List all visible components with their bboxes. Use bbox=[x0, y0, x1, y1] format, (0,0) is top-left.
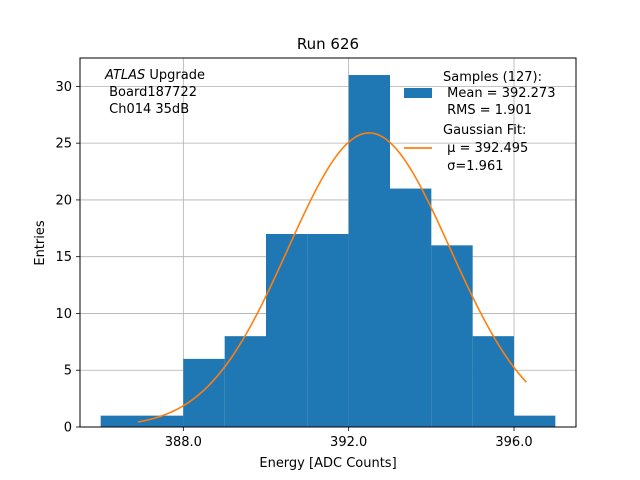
annotation-line-1: ATLAS Upgrade bbox=[104, 68, 205, 83]
histogram-bar-0 bbox=[100, 415, 142, 427]
histogram-bar-9 bbox=[472, 336, 514, 427]
histogram-bar-6 bbox=[348, 75, 390, 428]
x-tick-label-0: 388.0 bbox=[165, 435, 202, 450]
annotation-line-3: Ch014 35dB bbox=[105, 102, 189, 117]
y-tick-label-2: 10 bbox=[55, 307, 72, 322]
annotation-line-2: Board187722 bbox=[105, 85, 197, 100]
y-tick-label-4: 20 bbox=[55, 193, 72, 208]
atlas-annotation: ATLAS Upgrade Board187722 Ch014 35dB bbox=[104, 68, 205, 117]
legend-fit-line-1: Gaussian Fit: bbox=[443, 123, 526, 138]
chart-title: Run 626 bbox=[297, 35, 359, 53]
legend: Samples (127): Mean = 392.273 RMS = 1.90… bbox=[404, 70, 555, 174]
plot-frame bbox=[79, 57, 577, 428]
ticks-layer: 388.0 392.0 396.0 0 5 10 15 20 25 30 bbox=[55, 80, 532, 450]
x-tick-label-2: 396.0 bbox=[495, 435, 532, 450]
annotation-atlas-word: ATLAS bbox=[104, 68, 145, 83]
annotation-upgrade-word: Upgrade bbox=[145, 68, 205, 83]
legend-fit-line-3: σ=1.961 bbox=[443, 159, 503, 174]
y-tick-label-6: 30 bbox=[55, 80, 72, 95]
histogram-bar-4 bbox=[266, 233, 308, 427]
y-tick-label-1: 5 bbox=[64, 364, 72, 379]
x-axis-label: Energy [ADC Counts] bbox=[259, 456, 396, 471]
legend-samples-line-3: RMS = 1.901 bbox=[443, 103, 532, 118]
histogram-bar-8 bbox=[431, 245, 473, 427]
gaussian-fit-curve bbox=[137, 132, 527, 423]
legend-samples-line-2: Mean = 392.273 bbox=[443, 86, 555, 101]
histogram-bar-5 bbox=[307, 233, 349, 427]
legend-samples-line-1: Samples (127): bbox=[443, 70, 542, 85]
legend-samples-swatch bbox=[404, 88, 432, 98]
x-tick-label-1: 392.0 bbox=[330, 435, 367, 450]
legend-fit-line-2: μ = 392.495 bbox=[443, 141, 528, 156]
histogram-bar-3 bbox=[224, 336, 266, 427]
histogram-bar-1 bbox=[142, 415, 184, 427]
histogram-bar-2 bbox=[183, 358, 225, 427]
y-tick-label-3: 15 bbox=[55, 250, 72, 265]
histogram-bar-7 bbox=[390, 188, 432, 427]
bars-layer bbox=[100, 75, 556, 428]
histogram-bar-10 bbox=[514, 415, 556, 427]
fit-layer bbox=[137, 132, 527, 423]
y-axis-label: Entries bbox=[33, 220, 48, 266]
y-tick-label-0: 0 bbox=[64, 421, 72, 436]
y-tick-label-5: 25 bbox=[55, 137, 72, 152]
